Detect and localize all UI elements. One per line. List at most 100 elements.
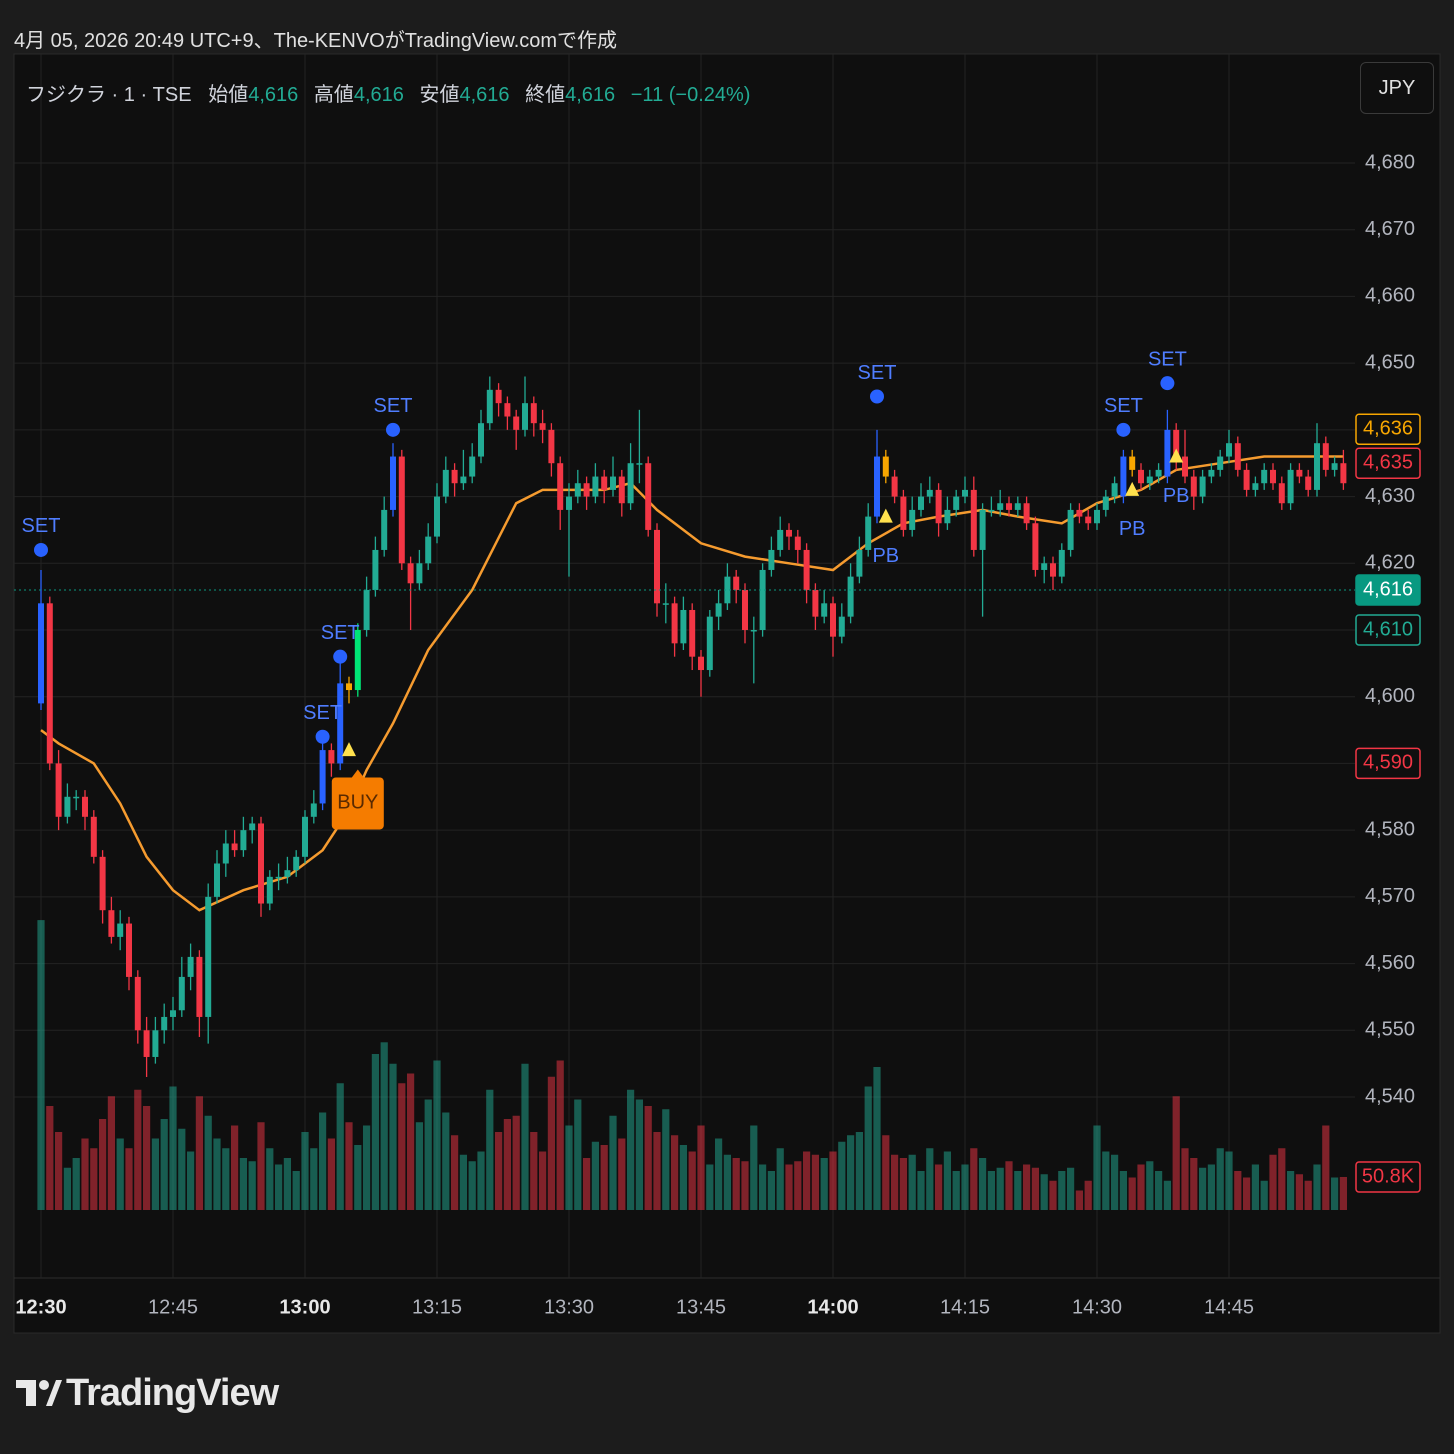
candle-body [363, 589, 370, 630]
volume-bar [521, 1063, 529, 1210]
volume-bar [979, 1158, 987, 1210]
y-tick-label: 4,670 [1365, 218, 1415, 240]
volume-bar [635, 1099, 643, 1210]
candle-body [381, 509, 388, 550]
low-value: 4,616 [459, 84, 510, 106]
logo-icon [16, 1380, 62, 1406]
volume-bar [1155, 1171, 1163, 1210]
candle-body [1111, 483, 1118, 497]
price-label-box [1355, 574, 1421, 606]
x-tick-label: 13:00 [279, 1296, 330, 1318]
volume-bar [380, 1042, 388, 1210]
volume-bar [116, 1138, 124, 1210]
candle-body [1085, 516, 1092, 524]
candle-body [548, 429, 555, 464]
candle-body [1340, 463, 1347, 484]
volume-bar [1014, 1171, 1022, 1210]
candle-body [1032, 523, 1039, 570]
volume-bar [1304, 1180, 1312, 1210]
x-tick-label: 14:30 [1072, 1296, 1122, 1318]
candle-body [777, 529, 784, 550]
symbol: フジクラ · 1 · TSE [26, 84, 192, 106]
low-label: 安値 [419, 84, 460, 106]
volume-bar [398, 1083, 406, 1210]
volume-bar [829, 1151, 837, 1210]
candle-body [856, 549, 863, 577]
volume-bar [37, 920, 45, 1210]
pb-label: PB [872, 545, 899, 567]
pb-label: PB [1119, 518, 1146, 540]
candle-body [372, 549, 379, 590]
volume-bar [239, 1158, 247, 1210]
volume-bar [1084, 1180, 1092, 1210]
candle-body [99, 856, 106, 911]
y-tick-label: 4,550 [1365, 1019, 1415, 1041]
x-tick-label: 13:15 [412, 1296, 462, 1318]
x-tick-label: 12:30 [15, 1296, 66, 1318]
volume-bar [134, 1089, 142, 1210]
price-label-box [1355, 413, 1421, 445]
volume-bar [1260, 1180, 1268, 1210]
volume-bar [345, 1122, 353, 1210]
volume-bar [1040, 1174, 1048, 1210]
signal-triangle [1125, 481, 1140, 496]
volume-bar [1172, 1096, 1180, 1210]
candle-body [1296, 469, 1303, 477]
volume-bar [741, 1161, 749, 1210]
volume-bar [1067, 1167, 1075, 1210]
buy-label: BUY [337, 792, 378, 814]
candle-body [38, 603, 44, 704]
candle-body [768, 549, 775, 570]
candle-body [786, 529, 792, 537]
volume-bar [292, 1171, 300, 1210]
candle-body [486, 389, 493, 424]
volume-bar [794, 1161, 802, 1210]
candle-body [742, 589, 748, 630]
candle-body [434, 496, 440, 537]
candle-body [451, 469, 458, 484]
volume-label-box [1355, 1161, 1421, 1193]
volume-bar [855, 1132, 863, 1210]
candle-body [460, 476, 467, 484]
volume-bar [662, 1109, 670, 1210]
y-tick-label: 4,660 [1365, 285, 1415, 307]
price-label: 4,636 [1363, 417, 1413, 439]
set-label: SET [1104, 395, 1143, 417]
volume-label: 50.8K [1362, 1165, 1415, 1187]
candle-body [1094, 509, 1100, 524]
candle-body [240, 830, 247, 851]
volume-bar [785, 1164, 793, 1210]
candle-body [601, 476, 608, 490]
x-tick-label: 13:45 [676, 1296, 726, 1318]
volume-bar [706, 1164, 714, 1210]
candle-body [953, 496, 960, 510]
volume-bar [1322, 1125, 1330, 1210]
candle-body [513, 416, 520, 430]
volume-bar [1119, 1171, 1127, 1210]
volume-bar [952, 1171, 960, 1210]
candle-body [759, 569, 766, 630]
volume-bar [468, 1161, 476, 1210]
candle-body [1146, 476, 1153, 484]
volume-bar [1075, 1190, 1083, 1210]
set-label: SET [1148, 348, 1187, 370]
volume-bar [336, 1083, 344, 1210]
volume-bar [1331, 1177, 1339, 1210]
volume-bar [1137, 1164, 1145, 1210]
y-tick-label: 4,580 [1365, 818, 1415, 840]
volume-bar [72, 1158, 80, 1210]
volume-bar [327, 1138, 335, 1210]
volume-bar [996, 1167, 1004, 1210]
candle-body [205, 896, 212, 1017]
candle-body [627, 463, 634, 504]
currency-button[interactable]: JPY [1360, 62, 1434, 114]
candle-body [1164, 429, 1171, 477]
high-label: 高値 [313, 84, 354, 106]
volume-bar [160, 1119, 168, 1210]
candle-body [337, 683, 344, 764]
volume-bar [283, 1158, 291, 1210]
set-label: SET [303, 702, 342, 724]
plot-area: SET SET SET SET SET SET SET BUY PB PB PB [14, 54, 1355, 1278]
price-label: 4,635 [1363, 451, 1413, 473]
volume-bar [838, 1141, 846, 1210]
